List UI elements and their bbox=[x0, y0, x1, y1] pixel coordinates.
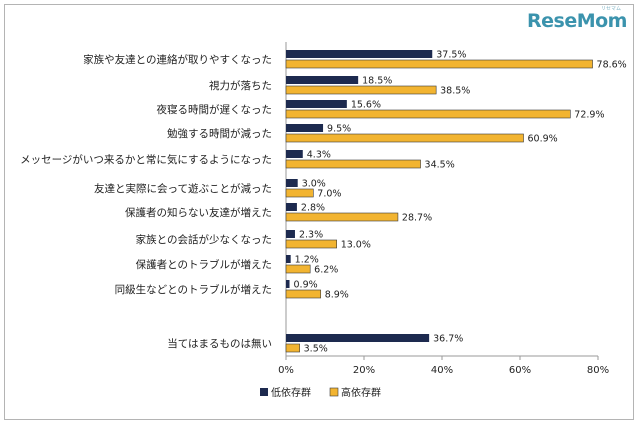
bar-low-dependency bbox=[286, 280, 290, 288]
bar-high-dependency bbox=[285, 159, 421, 169]
logo-kana: リセマム bbox=[600, 6, 621, 12]
category-label: 保護者とのトラブルが増えた bbox=[136, 258, 272, 271]
data-label-low: 36.7% bbox=[433, 334, 463, 345]
legend-swatch-low bbox=[260, 388, 268, 396]
bar-low-dependency bbox=[286, 50, 433, 58]
bar-high-dependency bbox=[285, 59, 593, 69]
category-label: 家族との会話が少なくなった bbox=[136, 233, 272, 246]
data-label-high: 8.9% bbox=[325, 290, 349, 301]
bar-high-dependency bbox=[285, 264, 311, 274]
category-label: 視力が落ちた bbox=[209, 79, 272, 92]
bar-low-dependency bbox=[286, 230, 295, 238]
category-label: 勉強する時間が減った bbox=[167, 127, 272, 140]
chart-frame bbox=[4, 4, 634, 420]
bar-low-dependency bbox=[286, 334, 430, 342]
x-tick-label: 40% bbox=[431, 365, 453, 376]
legend-label-high: 高依存群 bbox=[341, 386, 381, 399]
data-label-low: 2.3% bbox=[299, 230, 323, 241]
legend-swatch-high bbox=[329, 387, 339, 397]
data-label-high: 72.9% bbox=[574, 110, 604, 121]
data-label-low: 15.6% bbox=[351, 100, 381, 111]
data-label-low: 4.3% bbox=[307, 150, 331, 161]
bar-high-dependency bbox=[285, 239, 338, 249]
data-label-low: 2.8% bbox=[301, 203, 325, 214]
bar-high-dependency bbox=[285, 212, 399, 222]
data-label-high: 60.9% bbox=[528, 134, 558, 145]
data-label-low: 3.0% bbox=[302, 179, 326, 190]
data-label-low: 1.2% bbox=[295, 255, 319, 266]
data-label-low: 0.9% bbox=[294, 280, 318, 291]
bar-high-dependency bbox=[285, 188, 314, 198]
resemom-logo[interactable]: リセマム ReseMom bbox=[527, 6, 627, 34]
data-label-high: 7.0% bbox=[317, 189, 341, 200]
category-label: メッセージがいつ来るかと常に気にするようになった bbox=[20, 153, 272, 166]
data-label-low: 9.5% bbox=[327, 124, 351, 135]
bar-low-dependency bbox=[286, 255, 291, 263]
data-label-high: 38.5% bbox=[440, 86, 470, 97]
bar-high-dependency bbox=[285, 289, 322, 299]
x-tick-label: 80% bbox=[587, 365, 609, 376]
bar-high-dependency bbox=[285, 133, 524, 143]
data-label-high: 6.2% bbox=[314, 265, 338, 276]
logo-text: ReseMom bbox=[527, 10, 627, 32]
data-label-high: 3.5% bbox=[304, 344, 328, 355]
bar-high-dependency bbox=[285, 109, 571, 119]
bar-low-dependency bbox=[286, 150, 303, 158]
data-label-high: 28.7% bbox=[402, 213, 432, 224]
data-label-high: 34.5% bbox=[425, 160, 455, 171]
bar-low-dependency bbox=[286, 179, 298, 187]
data-label-high: 13.0% bbox=[341, 240, 371, 251]
bar-high-dependency bbox=[285, 85, 437, 95]
x-tick-label: 60% bbox=[509, 365, 531, 376]
data-label-high: 78.6% bbox=[597, 60, 627, 71]
bar-high-dependency bbox=[285, 343, 300, 353]
category-label: 家族や友達との連絡が取りやすくなった bbox=[83, 53, 272, 66]
data-label-low: 37.5% bbox=[436, 50, 466, 61]
bar-low-dependency bbox=[286, 124, 324, 132]
bar-low-dependency bbox=[286, 203, 297, 211]
category-label: 夜寝る時間が遅くなった bbox=[157, 103, 273, 116]
bar-low-dependency bbox=[286, 100, 347, 108]
x-tick-label: 20% bbox=[353, 365, 375, 376]
data-label-low: 18.5% bbox=[362, 76, 392, 87]
category-label: 友達と実際に会って遊ぶことが減った bbox=[94, 182, 272, 195]
category-label: 当てはまるものは無い bbox=[167, 337, 272, 350]
category-label: 保護者の知らない友達が増えた bbox=[125, 206, 272, 219]
x-tick-label: 0% bbox=[278, 365, 294, 376]
legend-label-low: 低依存群 bbox=[271, 386, 311, 399]
category-label: 同級生などとのトラブルが増えた bbox=[115, 283, 272, 296]
bar-low-dependency bbox=[286, 76, 359, 84]
